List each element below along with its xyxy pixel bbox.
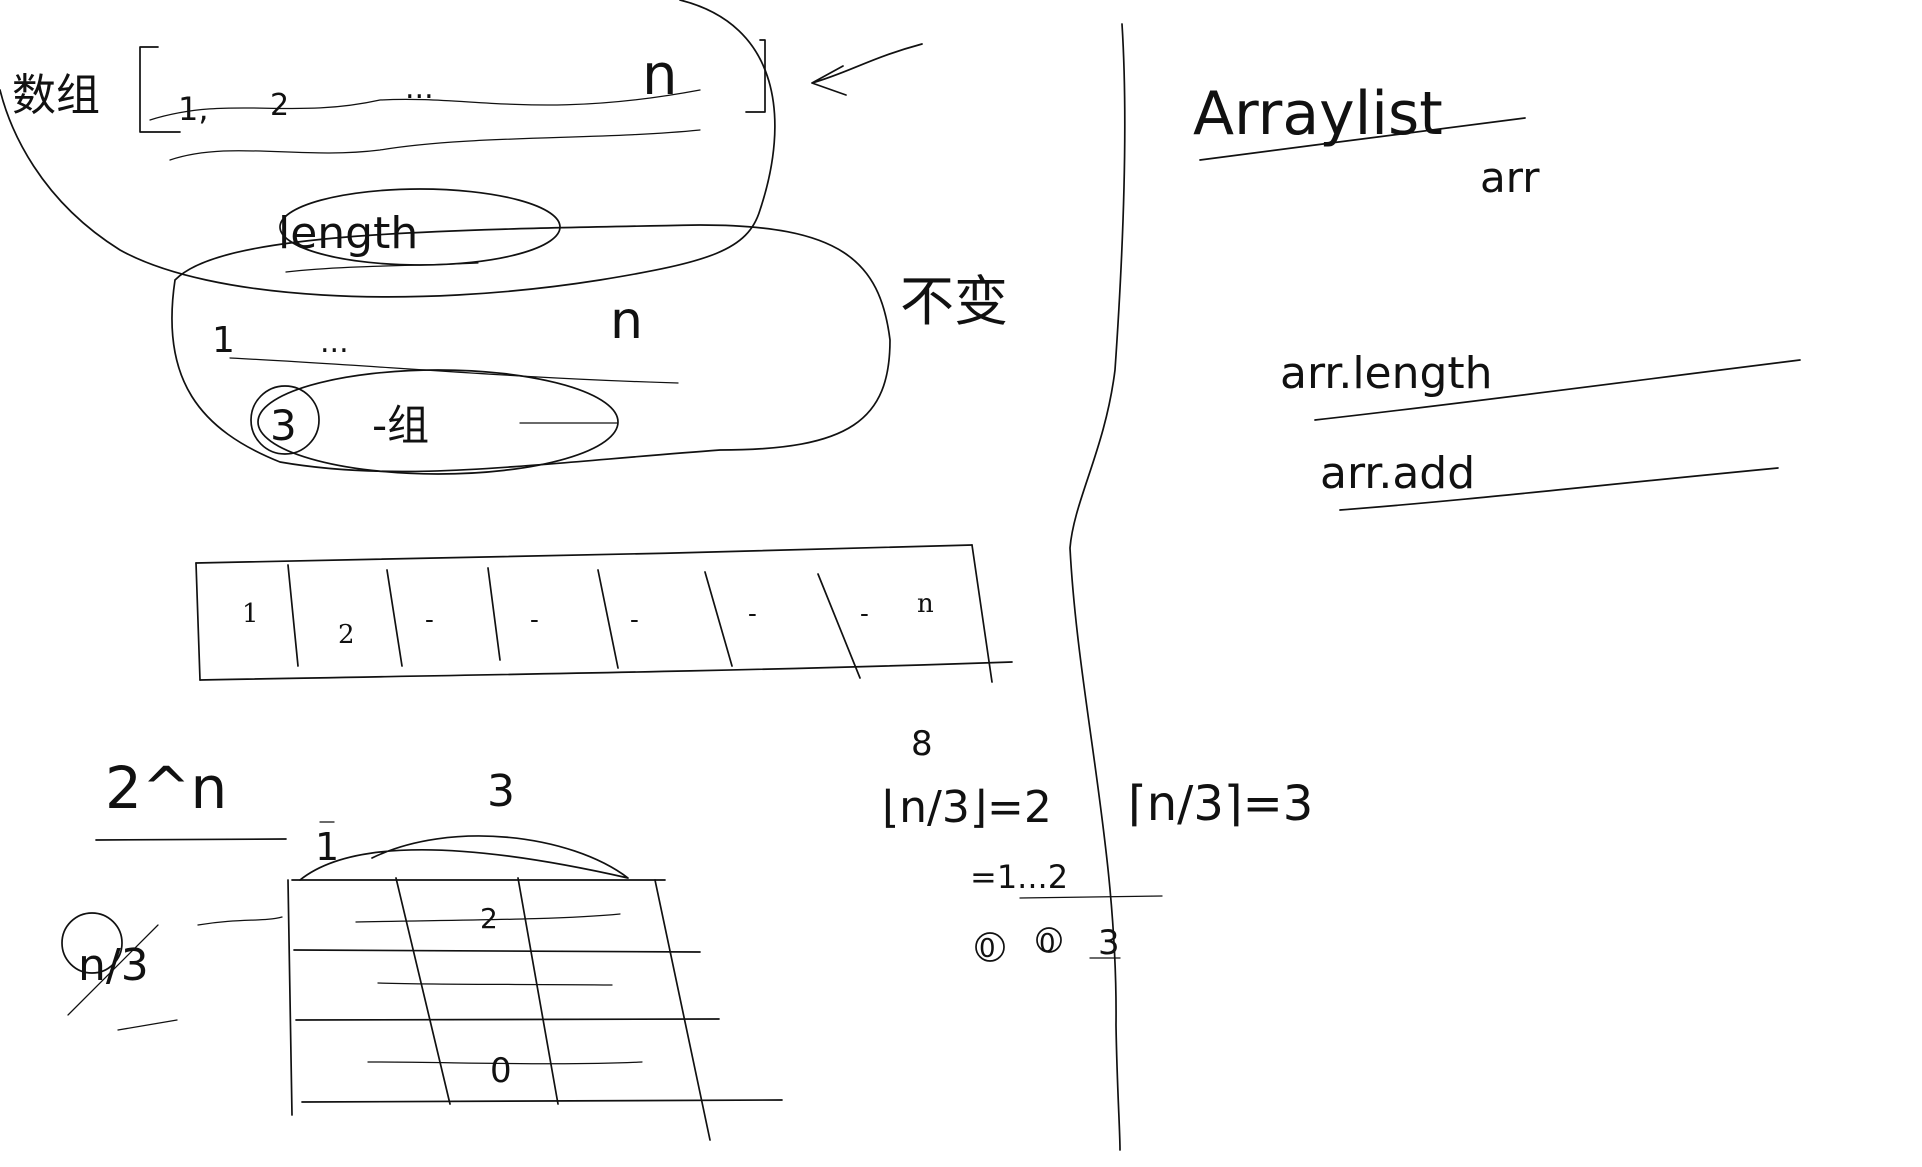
n-underline xyxy=(117,1019,178,1031)
array-item-n: n xyxy=(642,43,678,108)
cell-value-1: 1 xyxy=(242,599,259,629)
method-length-line xyxy=(1314,359,1801,421)
length-underline xyxy=(285,262,479,273)
arraylist-title: Arraylist xyxy=(1193,79,1443,149)
table-arc xyxy=(299,835,629,881)
array-item-2: 2 xyxy=(270,88,289,123)
method-add: arr.add xyxy=(1320,448,1475,499)
table-col-3 xyxy=(654,879,711,1141)
second-row-ellipsis: ... xyxy=(320,325,349,360)
table-value-2: 2 xyxy=(480,902,498,935)
method-add-line xyxy=(1339,467,1779,511)
table-line-h2 xyxy=(377,982,613,986)
cell-value-3: - xyxy=(425,605,434,635)
array-item-1: 1, xyxy=(178,90,209,128)
table-row-line-1 xyxy=(293,949,701,953)
cell-value-5: - xyxy=(630,605,639,635)
n-outline xyxy=(171,224,891,473)
cell-row-left xyxy=(195,562,201,681)
table-row-line-2 xyxy=(295,1018,720,1021)
group-number: 3 xyxy=(270,401,297,450)
array-right-bracket xyxy=(745,39,766,113)
n-slash xyxy=(67,924,159,1016)
cell-value-n: n xyxy=(917,589,934,619)
second-row-line xyxy=(229,357,679,384)
power-underline xyxy=(95,838,287,841)
circle-zero-2 xyxy=(1036,927,1062,953)
cell-divider-3 xyxy=(487,567,501,661)
table-value-0: 0 xyxy=(490,1051,512,1091)
n-over-three-label: n/3 xyxy=(78,940,149,991)
array-underline xyxy=(149,89,701,121)
group-suffix: -组 xyxy=(372,401,429,450)
cell-divider-5 xyxy=(704,571,733,667)
vertical-divider xyxy=(1069,23,1126,1151)
cell-row-top xyxy=(195,544,973,564)
cell-row-bottom xyxy=(199,661,1013,681)
cell-row-right xyxy=(971,544,993,683)
sequence-line xyxy=(1019,895,1163,899)
floor-expression: ⌊n/3⌋=2 xyxy=(882,782,1052,833)
cell-divider-2 xyxy=(386,569,403,667)
cell-value-6: - xyxy=(748,599,757,629)
array-left-bracket xyxy=(139,46,181,133)
unchanged-label: 不变 xyxy=(900,270,1008,333)
cell-value-7: - xyxy=(860,599,869,629)
table-line-h3 xyxy=(367,1061,643,1065)
circle-three-text: 3 xyxy=(1098,923,1120,963)
table-left-stroke xyxy=(197,916,283,926)
sequence-expression: =1...2 xyxy=(970,858,1068,896)
arraylist-underline xyxy=(1199,117,1526,161)
second-row-n: n xyxy=(610,291,643,351)
cell-divider-1 xyxy=(287,564,299,667)
second-row-1: 1 xyxy=(212,320,235,361)
ceil-expression: ⌈n/3⌉=3 xyxy=(1128,776,1313,832)
lower-one: 1 xyxy=(315,825,339,869)
lower-three: 3 xyxy=(487,766,515,817)
cell-divider-4 xyxy=(597,569,619,669)
n-circle xyxy=(61,912,123,974)
mark-eight: 8 xyxy=(911,724,933,764)
array-label: 数组 xyxy=(12,70,100,121)
array-bottom-wave xyxy=(169,129,701,161)
table-col-2 xyxy=(517,877,559,1105)
table-line-h1 xyxy=(355,913,621,923)
arrow-pointer xyxy=(811,43,923,96)
arraylist-subtitle: arr xyxy=(1480,153,1540,202)
power-note: 2^n xyxy=(105,754,227,822)
method-length: arr.length xyxy=(1280,348,1493,399)
circle-zero-1 xyxy=(975,932,1005,962)
group-ellipse xyxy=(257,369,619,475)
circle-zero-2-text: 0 xyxy=(1039,929,1056,959)
cell-value-4: - xyxy=(530,605,539,635)
table-col-1 xyxy=(395,877,451,1105)
cell-value-2: 2 xyxy=(338,620,355,650)
table-left-line xyxy=(287,879,293,1116)
group-circle xyxy=(250,385,320,455)
cell-divider-6 xyxy=(817,573,861,679)
circle-zero-1-text: 0 xyxy=(979,934,996,964)
array-outline xyxy=(0,0,776,298)
array-item-ellipsis: ... xyxy=(405,71,434,106)
